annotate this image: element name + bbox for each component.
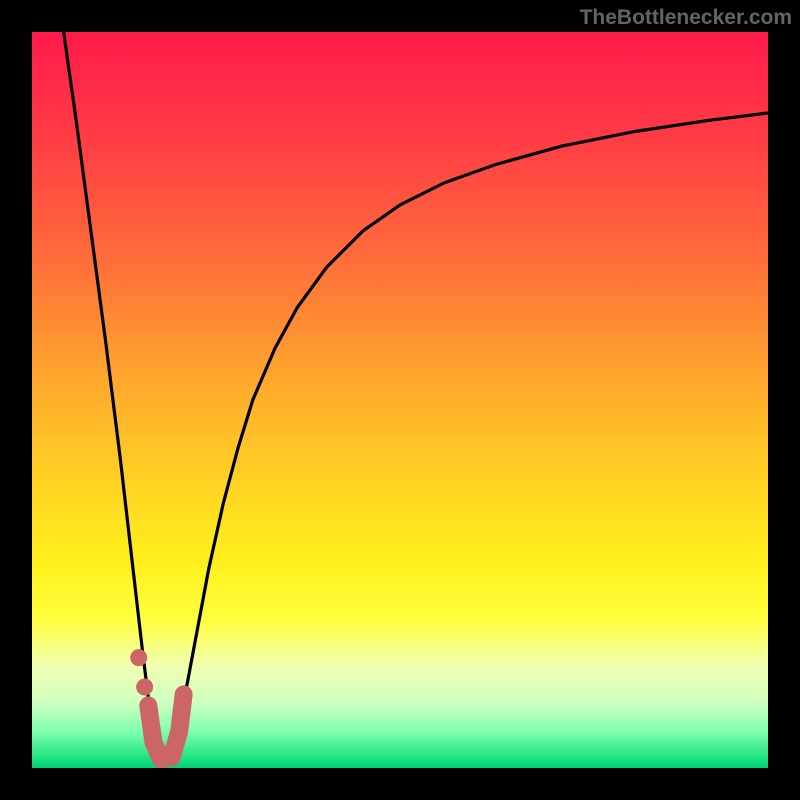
- optimal-marker-dot: [136, 679, 153, 696]
- bottleneck-curve-chart: [0, 0, 800, 800]
- watermark-text: TheBottlenecker.com: [580, 6, 792, 30]
- optimal-marker-dot: [130, 649, 147, 666]
- chart-frame: TheBottlenecker.com: [0, 0, 800, 800]
